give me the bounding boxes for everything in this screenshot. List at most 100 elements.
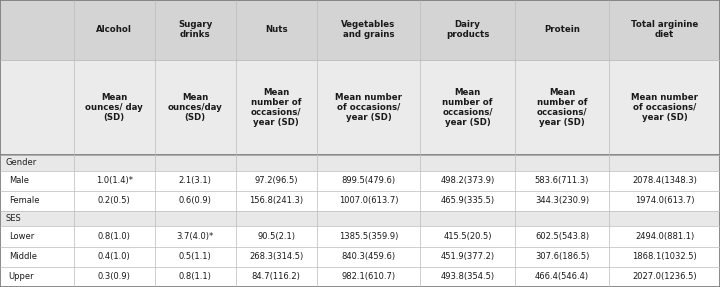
Bar — [73, 60, 155, 155]
Bar — [155, 60, 235, 155]
Text: 465.9(335.5): 465.9(335.5) — [441, 196, 495, 205]
Bar — [609, 170, 720, 191]
Bar — [236, 247, 317, 267]
Text: 415.5(20.5): 415.5(20.5) — [444, 232, 492, 241]
Text: 899.5(479.6): 899.5(479.6) — [341, 176, 395, 185]
Bar — [73, 226, 155, 247]
Text: 0.3(0.9): 0.3(0.9) — [98, 272, 131, 281]
Bar — [609, 226, 720, 247]
Text: 97.2(96.5): 97.2(96.5) — [255, 176, 298, 185]
Text: 1385.5(359.9): 1385.5(359.9) — [339, 232, 398, 241]
Text: 1007.0(613.7): 1007.0(613.7) — [339, 196, 398, 205]
Text: 2078.4(1348.3): 2078.4(1348.3) — [632, 176, 697, 185]
Text: 493.8(354.5): 493.8(354.5) — [441, 272, 495, 281]
Text: 982.1(610.7): 982.1(610.7) — [341, 272, 395, 281]
Text: Total arginine
diet: Total arginine diet — [631, 20, 698, 39]
Bar — [0, 247, 73, 267]
Text: 1974.0(613.7): 1974.0(613.7) — [635, 196, 694, 205]
Text: 498.2(373.9): 498.2(373.9) — [441, 176, 495, 185]
Bar — [73, 191, 155, 211]
Text: Protein: Protein — [544, 25, 580, 34]
Bar — [236, 191, 317, 211]
Text: 840.3(459.6): 840.3(459.6) — [341, 252, 395, 261]
Text: 451.9(377.2): 451.9(377.2) — [441, 252, 495, 261]
Bar — [317, 60, 420, 155]
Text: Gender: Gender — [6, 158, 37, 167]
Bar — [0, 267, 73, 287]
Text: 2027.0(1236.5): 2027.0(1236.5) — [632, 272, 697, 281]
Bar — [515, 226, 609, 247]
Text: 0.8(1.0): 0.8(1.0) — [98, 232, 131, 241]
Text: 0.6(0.9): 0.6(0.9) — [179, 196, 212, 205]
Text: Mean
ounces/day
(SD): Mean ounces/day (SD) — [168, 93, 222, 122]
Bar — [609, 60, 720, 155]
Text: 1868.1(1032.5): 1868.1(1032.5) — [632, 252, 697, 261]
Text: 602.5(543.8): 602.5(543.8) — [535, 232, 589, 241]
Bar — [317, 226, 420, 247]
Text: Sugary
drinks: Sugary drinks — [178, 20, 212, 39]
Bar — [0, 226, 73, 247]
Bar — [515, 191, 609, 211]
Text: 0.4(1.0): 0.4(1.0) — [98, 252, 130, 261]
Text: 3.7(4.0)*: 3.7(4.0)* — [176, 232, 214, 241]
Text: Mean
number of
occasions/
year (SD): Mean number of occasions/ year (SD) — [442, 88, 492, 127]
Text: Mean number
of occasions/
year (SD): Mean number of occasions/ year (SD) — [631, 93, 698, 122]
Bar — [0, 170, 73, 191]
Bar — [420, 247, 515, 267]
Bar — [317, 0, 420, 60]
Bar — [420, 267, 515, 287]
Bar — [515, 267, 609, 287]
Bar — [420, 191, 515, 211]
Text: 0.2(0.5): 0.2(0.5) — [98, 196, 130, 205]
Bar — [155, 0, 235, 60]
Text: Mean
number of
occasions/
year (SD): Mean number of occasions/ year (SD) — [251, 88, 302, 127]
Bar — [236, 267, 317, 287]
Bar — [317, 170, 420, 191]
Bar — [155, 191, 235, 211]
Bar — [609, 267, 720, 287]
Text: Vegetables
and grains: Vegetables and grains — [341, 20, 396, 39]
Text: Male: Male — [9, 176, 29, 185]
Text: 268.3(314.5): 268.3(314.5) — [249, 252, 303, 261]
Text: Lower: Lower — [9, 232, 34, 241]
Bar — [515, 60, 609, 155]
Text: 2.1(3.1): 2.1(3.1) — [179, 176, 212, 185]
Bar — [155, 226, 235, 247]
Bar — [73, 0, 155, 60]
Bar — [420, 226, 515, 247]
Text: 0.8(1.1): 0.8(1.1) — [179, 272, 212, 281]
Bar — [317, 267, 420, 287]
Text: 1.0(1.4)*: 1.0(1.4)* — [96, 176, 132, 185]
Bar — [236, 170, 317, 191]
Text: 583.6(711.3): 583.6(711.3) — [535, 176, 589, 185]
Text: 90.5(2.1): 90.5(2.1) — [257, 232, 295, 241]
Bar — [515, 0, 609, 60]
Bar — [155, 267, 235, 287]
Bar — [420, 0, 515, 60]
Bar — [73, 267, 155, 287]
Text: Mean
ounces/ day
(SD): Mean ounces/ day (SD) — [86, 93, 143, 122]
Bar — [609, 247, 720, 267]
Bar — [236, 226, 317, 247]
Bar — [420, 60, 515, 155]
Bar — [73, 247, 155, 267]
Text: 466.4(546.4): 466.4(546.4) — [535, 272, 589, 281]
Text: Upper: Upper — [9, 272, 35, 281]
Text: Dairy
products: Dairy products — [446, 20, 489, 39]
Bar — [155, 170, 235, 191]
Bar — [515, 170, 609, 191]
Bar — [609, 0, 720, 60]
Bar — [73, 170, 155, 191]
Bar — [0, 211, 720, 226]
Text: SES: SES — [6, 214, 22, 223]
Bar — [236, 0, 317, 60]
Bar — [609, 191, 720, 211]
Text: Mean
number of
occasions/
year (SD): Mean number of occasions/ year (SD) — [537, 88, 588, 127]
Bar — [515, 247, 609, 267]
Text: 84.7(116.2): 84.7(116.2) — [252, 272, 301, 281]
Text: Nuts: Nuts — [265, 25, 287, 34]
Text: Female: Female — [9, 196, 39, 205]
Bar — [0, 60, 73, 155]
Text: 307.6(186.5): 307.6(186.5) — [535, 252, 589, 261]
Bar — [236, 60, 317, 155]
